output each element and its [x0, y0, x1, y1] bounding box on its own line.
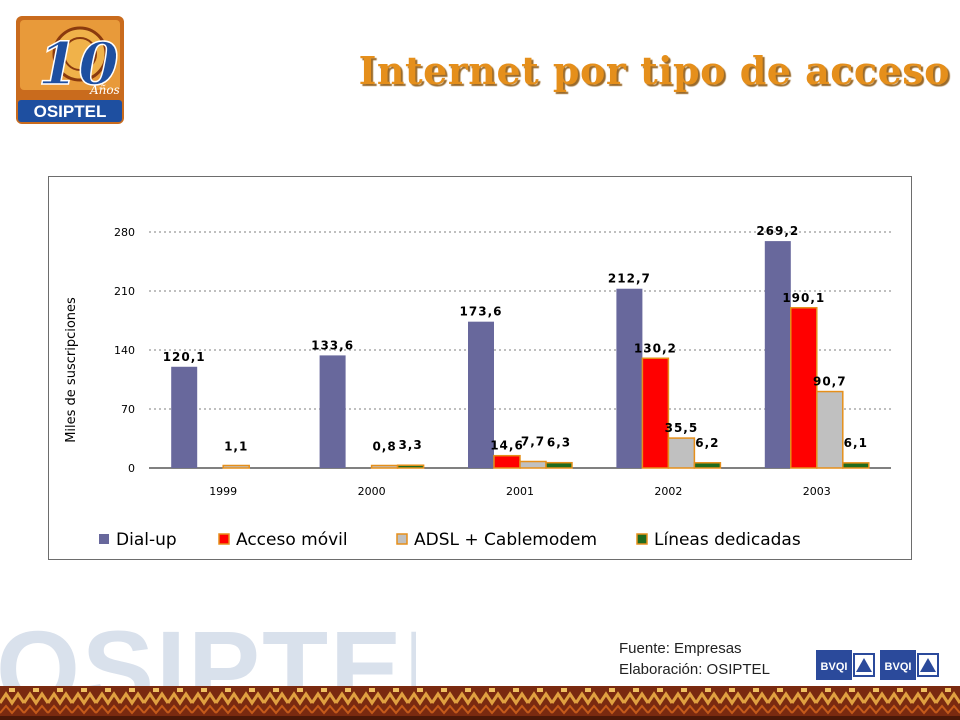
- x-tick-label: 2003: [803, 485, 831, 498]
- bar: [396, 464, 425, 469]
- legend-label: Dial-up: [116, 530, 177, 550]
- y-tick-label: 140: [114, 344, 135, 357]
- osiptel-10-anos-logo: 10 Años OSIPTEL: [16, 16, 124, 124]
- bar: [171, 366, 198, 468]
- x-tick-label: 2002: [654, 485, 682, 498]
- bar: [468, 321, 494, 468]
- data-label: 190,1: [782, 291, 825, 305]
- y-tick-label: 280: [114, 226, 135, 239]
- data-label: 6,1: [844, 436, 868, 450]
- data-label: 120,1: [163, 350, 206, 364]
- y-tick-label: 0: [128, 462, 135, 475]
- bar: [370, 464, 399, 469]
- legend: Dial-up Acceso móvil ADSL + Cablemodem Líne…: [99, 530, 801, 550]
- bars: [171, 241, 870, 469]
- bar: [519, 460, 547, 469]
- chart-frame: 0 70 140 210 280 120,1 1,1 133,6 0,8 3,3 173,6 14,…: [48, 176, 912, 560]
- legend-swatch: [99, 534, 109, 544]
- data-labels: 120,1 1,1 133,6 0,8 3,3 173,6 14,67,7 6,3 212,7 1…: [163, 224, 868, 453]
- bar: [816, 390, 844, 469]
- source-note: Fuente: Empresas Elaboración: OSIPTEL: [619, 638, 770, 680]
- data-label: 173,6: [460, 305, 503, 319]
- certification-logos: BVQI BVQI: [816, 650, 939, 680]
- x-tick-label: 2001: [506, 485, 534, 498]
- slide-title: Internet por tipo de acceso: [358, 48, 950, 93]
- cert-logo-2: BVQI: [885, 661, 912, 673]
- data-label: 7,7: [521, 435, 545, 449]
- bar: [545, 461, 573, 469]
- data-label: 212,7: [608, 272, 651, 286]
- x-tick-label: 1999: [209, 485, 237, 498]
- decorative-textile-band: [0, 686, 960, 720]
- bar: [616, 288, 643, 468]
- data-label: 1,1: [224, 439, 248, 453]
- bar: [790, 307, 818, 469]
- logo-word: Años: [89, 83, 120, 97]
- data-label: 133,6: [311, 338, 354, 352]
- bar: [493, 454, 521, 469]
- logo-number: 10: [38, 30, 119, 98]
- bar: [222, 464, 250, 469]
- bar: [842, 462, 870, 469]
- legend-swatch: [396, 533, 408, 545]
- source-text: Fuente: Empresas: [619, 640, 742, 657]
- logo-brand: OSIPTEL: [34, 102, 107, 121]
- bar: [641, 357, 670, 469]
- y-tick-label: 210: [114, 285, 135, 298]
- x-tick-label: 2000: [358, 485, 386, 498]
- chart: 0 70 140 210 280 120,1 1,1 133,6 0,8 3,3 173,6 14,…: [64, 224, 891, 550]
- legend-swatch: [218, 533, 230, 545]
- data-label: 90,7: [813, 375, 847, 389]
- data-label: 3,3: [398, 438, 422, 452]
- data-label: 6,3: [547, 436, 571, 450]
- bar: [667, 437, 696, 469]
- legend-label: Líneas dedicadas: [654, 530, 801, 550]
- legend-label: ADSL + Cablemodem: [414, 530, 597, 550]
- legend-label: Acceso móvil: [236, 530, 348, 550]
- x-tick-labels: 1999 2000 2001 2002 2003: [209, 485, 831, 498]
- data-label: 14,6: [490, 439, 524, 453]
- bar: [319, 355, 346, 468]
- bar: [693, 462, 722, 469]
- y-tick-label: 70: [121, 403, 135, 416]
- bar: [764, 241, 791, 468]
- y-tick-labels: 0 70 140 210 280: [114, 226, 135, 475]
- data-label: 269,2: [756, 224, 799, 238]
- cert-logo-1: BVQI: [821, 661, 848, 673]
- data-label: 0,8: [372, 439, 396, 453]
- legend-swatch: [636, 533, 648, 545]
- data-label: 35,5: [665, 421, 699, 435]
- y-axis-label: Miles de suscripciones: [64, 297, 79, 443]
- elaboration-text: Elaboración: OSIPTEL: [619, 661, 770, 678]
- data-label: 130,2: [634, 341, 677, 355]
- data-label: 6,2: [695, 436, 719, 450]
